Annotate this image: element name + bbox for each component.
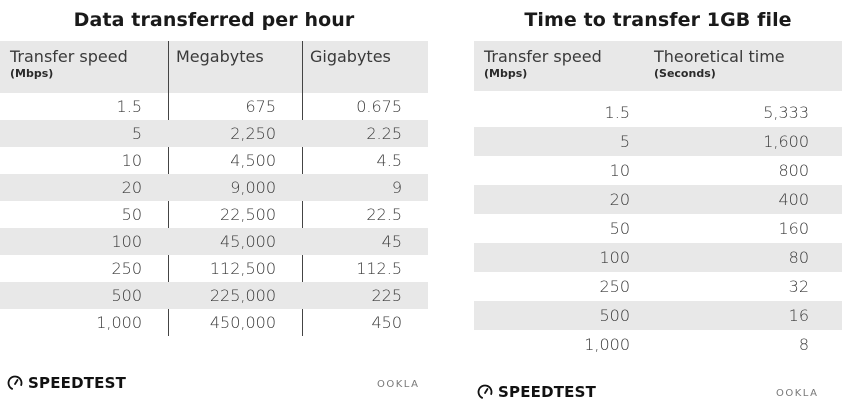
header-name: Transfer speed [10,47,128,66]
table-cell: 16 [788,306,809,325]
table-cell: 50 [609,219,630,238]
table-cell: 1,000 [96,313,142,332]
table-row: 20 400 [474,185,842,214]
table-cell: 32 [788,277,809,296]
table-cell: 20 [121,178,142,197]
table-cell: 2.25 [366,124,402,143]
table-cell: 2,250 [230,124,276,143]
table-cell: 5 [131,124,142,143]
table-cell: 112,500 [209,259,276,278]
header-name: Theoretical time [654,47,785,66]
table-cell: 1.5 [604,103,630,122]
data-per-hour-title: Data transferred per hour [73,9,355,31]
time-to-transfer-header: Transfer speed (Mbps) Theoretical time (… [474,41,842,91]
table-cell: 100 [599,248,630,267]
table-cell: 5,333 [763,103,809,122]
table-row: 20 9,000 9 [0,174,428,201]
table-cell: 10 [121,151,142,170]
table-row: 500 225,000 225 [0,282,428,309]
table-cell: 9,000 [230,178,276,197]
data-per-hour-header: Transfer speed (Mbps) Megabytes Gigabyte… [0,41,428,93]
header-name: Megabytes [176,47,264,66]
table-cell: 8 [798,335,809,354]
table-cell: 1,600 [763,132,809,151]
table-row: 100 45,000 45 [0,228,428,255]
header-megabytes: Megabytes [176,47,264,66]
gauge-icon [7,375,23,391]
header-name: Transfer speed [484,47,602,66]
header-gigabytes: Gigabytes [310,47,391,66]
table-cell: 112.5 [356,259,402,278]
table-cell: 450,000 [209,313,276,332]
header-theoretical-time: Theoretical time (Seconds) [654,47,785,80]
header-unit: (Seconds) [654,67,716,80]
table-cell: 400 [778,190,809,209]
table-cell: 800 [778,161,809,180]
table-cell: 10 [609,161,630,180]
table-cell: 500 [111,286,142,305]
table-row: 10 800 [474,156,842,185]
table-cell: 1,000 [584,335,630,354]
ookla-logo: OOKLA [776,388,819,399]
header-unit: (Mbps) [10,67,54,80]
table-cell: 0.675 [356,97,402,116]
table-cell: 45,000 [220,232,276,251]
time-to-transfer-title: Time to transfer 1GB file [524,9,792,31]
table-cell: 22,500 [220,205,276,224]
table-row: 250 112,500 112.5 [0,255,428,282]
header-transfer-speed: Transfer speed (Mbps) [484,47,602,80]
table-cell: 4.5 [376,151,402,170]
speedtest-logo: SPEEDTEST [477,383,596,401]
table-cell: 45 [381,232,402,251]
table-row: 5 2,250 2.25 [0,120,428,147]
speedtest-logo: SPEEDTEST [7,374,126,392]
header-unit: (Mbps) [484,67,528,80]
table-cell: 50 [121,205,142,224]
table-cell: 4,500 [230,151,276,170]
table-cell: 100 [111,232,142,251]
table-cell: 5 [619,132,630,151]
header-transfer-speed: Transfer speed (Mbps) [10,47,128,80]
table-cell: 20 [609,190,630,209]
speedtest-label: SPEEDTEST [28,374,127,392]
ookla-logo: OOKLA [377,379,420,390]
table-row: 5 1,600 [474,127,842,156]
table-row: 100 80 [474,243,842,272]
table-row: 1.5 675 0.675 [0,93,428,120]
table-row: 1,000 8 [474,330,842,359]
table-row: 1.5 5,333 [474,98,842,127]
table-cell: 9 [391,178,402,197]
header-name: Gigabytes [310,47,391,66]
table-row: 50 160 [474,214,842,243]
table-cell: 225 [371,286,402,305]
table-cell: 22.5 [366,205,402,224]
table-cell: 250 [111,259,142,278]
table-cell: 225,000 [209,286,276,305]
table-cell: 80 [788,248,809,267]
table-cell: 160 [778,219,809,238]
table-row: 500 16 [474,301,842,330]
table-cell: 500 [599,306,630,325]
speedtest-label: SPEEDTEST [498,383,597,401]
table-row: 50 22,500 22.5 [0,201,428,228]
table-row: 10 4,500 4.5 [0,147,428,174]
gauge-icon [477,384,493,400]
table-cell: 675 [245,97,276,116]
table-row: 250 32 [474,272,842,301]
table-cell: 250 [599,277,630,296]
table-row: 1,000 450,000 450 [0,309,428,336]
table-cell: 450 [371,313,402,332]
table-cell: 1.5 [116,97,142,116]
